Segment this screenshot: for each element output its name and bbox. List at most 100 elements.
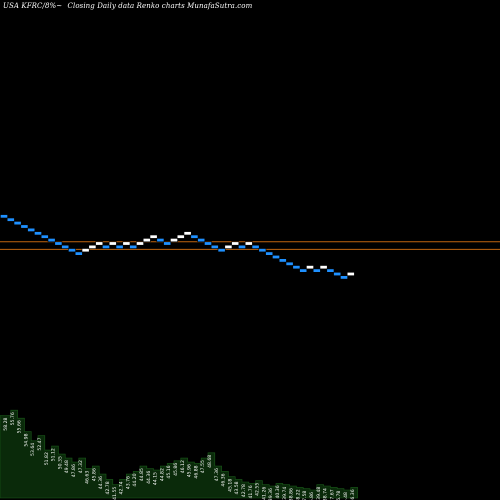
- down-brick: [115, 244, 124, 249]
- up-brick: [95, 241, 104, 246]
- brick-value-label: 46.88: [193, 465, 199, 478]
- down-brick: [68, 248, 76, 253]
- brick-value-label: 38.86: [289, 488, 295, 500]
- brick-value-label: 53.64: [30, 443, 36, 456]
- down-brick: [163, 241, 172, 246]
- down-brick: [54, 241, 63, 246]
- up-brick: [306, 265, 314, 270]
- down-brick: [210, 244, 219, 249]
- brick-value-label: 42.74: [119, 481, 125, 494]
- brick-value-label: 36.78: [336, 491, 342, 500]
- down-brick: [251, 244, 260, 249]
- brick-value-label: 44.20: [132, 473, 138, 486]
- brick-value-label: 46.12: [180, 460, 186, 473]
- brick-value-label: 45.18: [227, 479, 233, 492]
- brick-value-label: 39.48: [316, 487, 322, 500]
- up-brick: [88, 244, 97, 249]
- brick-value-label: 58.28: [3, 417, 9, 430]
- brick-value-label: 38.74: [323, 488, 329, 500]
- brick-value-label: 45.86: [91, 468, 97, 481]
- up-brick: [81, 248, 90, 253]
- brick-value-label: 43.58: [234, 481, 240, 494]
- brick-value-label: 49.48: [64, 460, 70, 473]
- brick-value-label: 50.35: [57, 456, 63, 469]
- brick-value-label: 47.86: [71, 464, 77, 477]
- brick-value-label: 51.12: [51, 448, 57, 461]
- brick-value-label: 52.47: [37, 437, 43, 450]
- brick-value-label: 44.85: [139, 468, 145, 481]
- down-brick: [197, 238, 206, 243]
- down-brick: [238, 244, 246, 249]
- chart-header: USA KFRC/8%~ Closing Daily data Renko ch…: [3, 2, 255, 10]
- down-brick: [272, 255, 280, 260]
- down-brick: [292, 265, 301, 270]
- down-brick: [27, 227, 36, 232]
- down-brick: [217, 248, 226, 253]
- up-brick: [136, 241, 144, 246]
- brick-value-label: 48.68: [207, 455, 213, 468]
- brick-value-label: 36.86: [309, 492, 315, 500]
- down-brick: [6, 217, 15, 222]
- down-brick: [74, 251, 83, 256]
- up-brick: [183, 231, 192, 236]
- up-brick: [149, 234, 158, 239]
- brick-value-label: 44.36: [146, 471, 152, 484]
- brick-value-label: 47.55: [200, 460, 206, 473]
- brick-value-label: 46.36: [221, 473, 227, 486]
- down-brick: [129, 244, 138, 249]
- brick-value-label: 42.55: [255, 483, 261, 496]
- up-brick: [319, 265, 328, 270]
- brick-value-label: 37.67: [329, 489, 335, 500]
- brick-value-label: 42.78: [105, 481, 111, 494]
- brick-value-label: 55.76: [10, 412, 16, 425]
- down-brick: [20, 224, 29, 229]
- down-brick: [156, 238, 165, 243]
- brick-value-label: 41.76: [248, 485, 254, 498]
- brick-value-label: 39.36: [268, 488, 274, 500]
- volume-area: [0, 409, 358, 499]
- down-brick: [340, 275, 348, 280]
- brick-value-label: 47.32: [78, 460, 84, 473]
- brick-value-label: 55.66: [17, 420, 23, 433]
- up-brick: [224, 244, 233, 249]
- brick-value-label: 38.22: [295, 489, 301, 500]
- down-brick: [204, 241, 212, 246]
- brick-value-label: 35.48: [343, 492, 349, 500]
- brick-value-label: 44.82: [159, 468, 165, 481]
- chart-description: Closing Daily data Renko charts MunafaSu…: [67, 2, 253, 10]
- up-brick: [231, 241, 240, 246]
- down-brick: [333, 271, 342, 276]
- brick-value-label: 40.36: [275, 485, 281, 498]
- brick-value-label: 44.15: [153, 472, 159, 485]
- down-brick: [61, 244, 70, 249]
- up-brick: [346, 271, 355, 276]
- down-brick: [258, 248, 267, 253]
- down-brick: [326, 268, 335, 273]
- brick-value-label: 36.36: [350, 489, 356, 500]
- brick-value-label: 54.98: [23, 433, 29, 446]
- ticker-label: USA KFRC/8%~: [3, 2, 63, 10]
- up-brick: [170, 238, 178, 243]
- down-brick: [102, 244, 110, 249]
- brick-value-label: 45.96: [187, 464, 193, 477]
- brick-value-label: 45.86: [173, 463, 179, 476]
- down-brick: [299, 268, 308, 273]
- brick-value-label: 44.36: [98, 476, 104, 489]
- down-brick: [34, 231, 42, 236]
- renko-bricks: [0, 214, 355, 280]
- down-brick: [278, 258, 287, 263]
- up-brick: [176, 234, 185, 239]
- down-brick: [190, 234, 199, 239]
- brick-value-label: 37.58: [302, 491, 308, 500]
- brick-value-label: 51.82: [44, 452, 50, 465]
- up-brick: [122, 241, 131, 246]
- up-brick: [108, 241, 117, 246]
- volume-polygon: [0, 409, 358, 499]
- brick-value-label: 43.76: [125, 476, 131, 489]
- brick-value-label: 41.55: [112, 487, 118, 500]
- down-brick: [40, 234, 49, 239]
- brick-value-label: 41.26: [261, 487, 267, 500]
- up-brick: [244, 241, 253, 246]
- down-brick: [285, 261, 294, 266]
